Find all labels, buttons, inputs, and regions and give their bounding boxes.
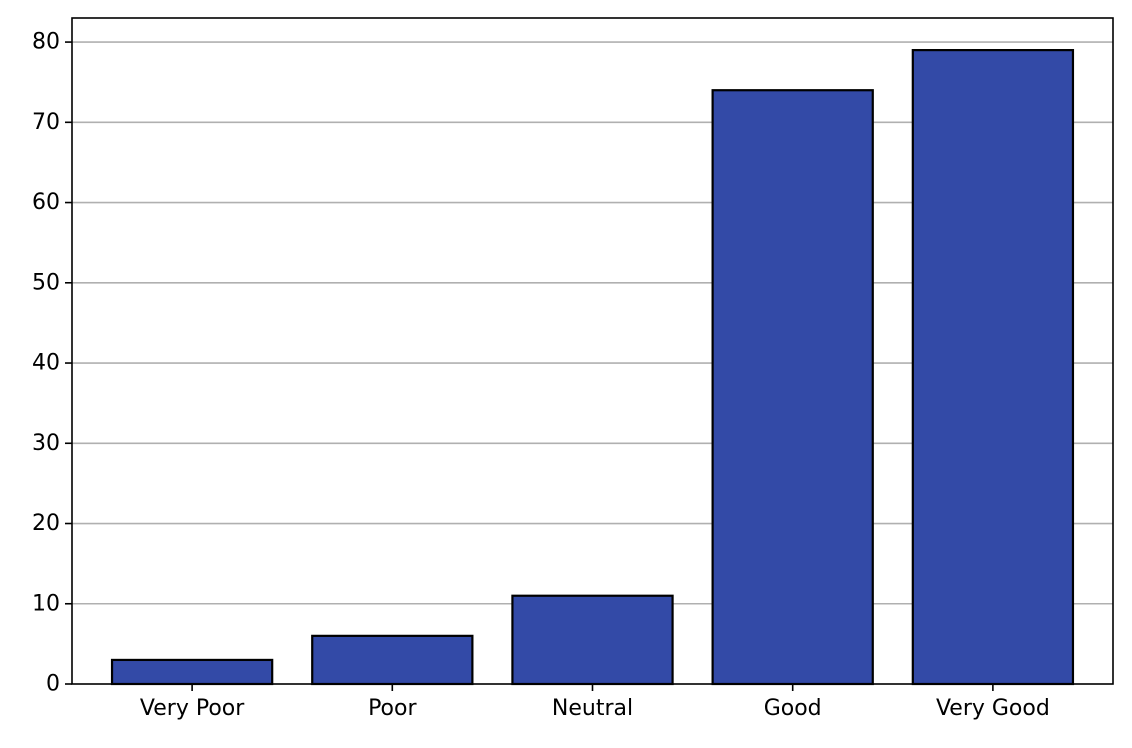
y-tick-label: 20: [32, 511, 60, 536]
x-tick-label: Very Good: [936, 696, 1050, 721]
y-tick-label: 30: [32, 431, 60, 456]
y-tick-label: 80: [32, 30, 60, 55]
y-tick-label: 70: [32, 110, 60, 135]
x-tick-label: Good: [764, 696, 822, 721]
bar: [110, 658, 274, 686]
bar: [911, 48, 1075, 686]
x-tick-label: Very Poor: [140, 696, 245, 721]
y-tick-label: 40: [32, 351, 60, 376]
y-tick-label: 60: [32, 190, 60, 215]
y-tick-label: 10: [32, 591, 60, 616]
x-tick-label: Poor: [368, 696, 417, 721]
bar: [311, 634, 474, 686]
y-tick-label: 50: [32, 270, 60, 295]
x-tick-label: Neutral: [552, 696, 633, 721]
bar: [511, 594, 674, 686]
y-tick-label: 0: [46, 672, 60, 697]
bars: [110, 48, 1075, 686]
gridlines: [72, 41, 1113, 605]
bar: [711, 89, 874, 686]
ticks: 0 10 20 30 40 50 60 70 80 Very Poor Poor Neutral Goo…: [32, 30, 1050, 721]
